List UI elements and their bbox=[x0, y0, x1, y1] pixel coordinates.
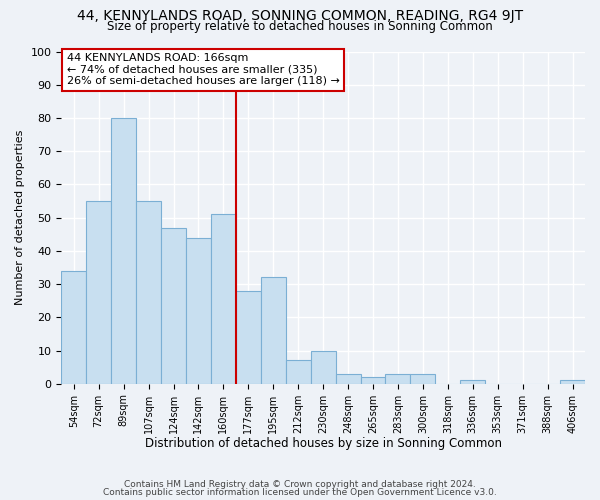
Bar bbox=[136, 201, 161, 384]
Y-axis label: Number of detached properties: Number of detached properties bbox=[15, 130, 25, 306]
Bar bbox=[361, 377, 385, 384]
Bar bbox=[161, 228, 186, 384]
Bar bbox=[286, 360, 311, 384]
Bar bbox=[111, 118, 136, 384]
Bar bbox=[560, 380, 585, 384]
Bar bbox=[385, 374, 410, 384]
Text: Contains public sector information licensed under the Open Government Licence v3: Contains public sector information licen… bbox=[103, 488, 497, 497]
Bar bbox=[311, 350, 335, 384]
X-axis label: Distribution of detached houses by size in Sonning Common: Distribution of detached houses by size … bbox=[145, 437, 502, 450]
Bar bbox=[261, 278, 286, 384]
Bar bbox=[186, 238, 211, 384]
Bar bbox=[236, 290, 261, 384]
Bar bbox=[460, 380, 485, 384]
Text: 44 KENNYLANDS ROAD: 166sqm
← 74% of detached houses are smaller (335)
26% of sem: 44 KENNYLANDS ROAD: 166sqm ← 74% of deta… bbox=[67, 53, 340, 86]
Text: 44, KENNYLANDS ROAD, SONNING COMMON, READING, RG4 9JT: 44, KENNYLANDS ROAD, SONNING COMMON, REA… bbox=[77, 9, 523, 23]
Bar bbox=[86, 201, 111, 384]
Text: Contains HM Land Registry data © Crown copyright and database right 2024.: Contains HM Land Registry data © Crown c… bbox=[124, 480, 476, 489]
Text: Size of property relative to detached houses in Sonning Common: Size of property relative to detached ho… bbox=[107, 20, 493, 33]
Bar bbox=[211, 214, 236, 384]
Bar bbox=[335, 374, 361, 384]
Bar bbox=[61, 271, 86, 384]
Bar bbox=[410, 374, 436, 384]
